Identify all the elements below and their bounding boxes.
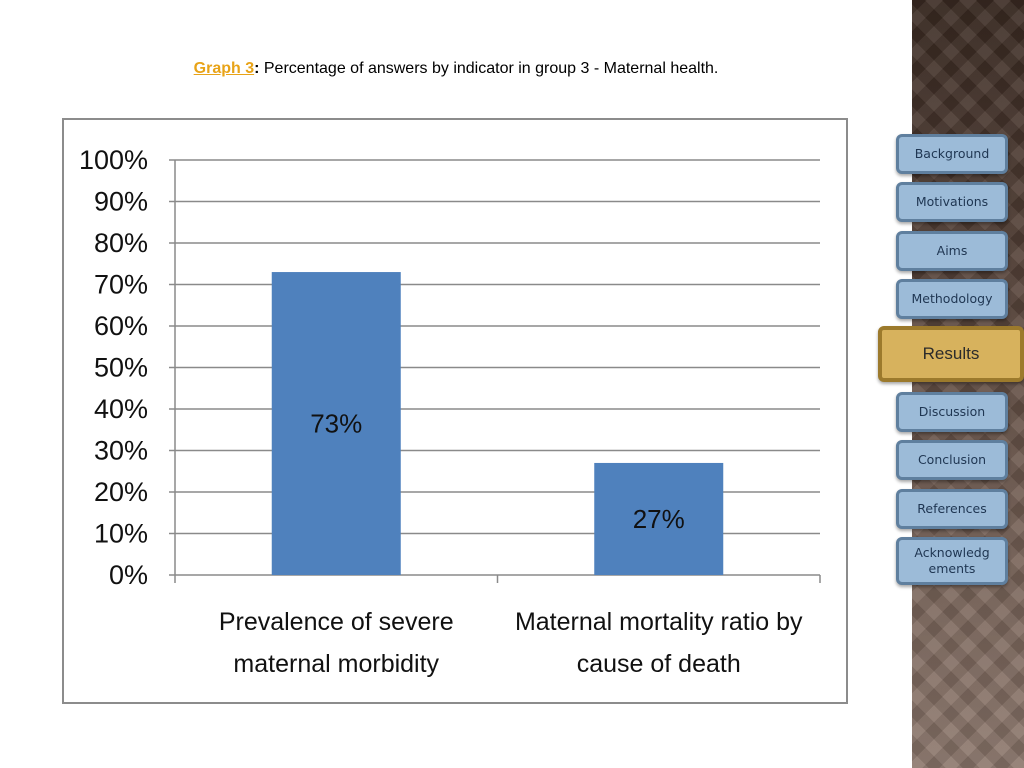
graph-title-colon: : bbox=[254, 60, 260, 77]
bar bbox=[271, 272, 401, 575]
nav-background-button[interactable]: Background bbox=[896, 134, 1008, 174]
graph-title-lead[interactable]: Graph 3 bbox=[193, 60, 255, 77]
data-label: 73% bbox=[310, 409, 362, 439]
y-tick-label: 0% bbox=[109, 560, 148, 590]
y-tick-label: 90% bbox=[94, 187, 148, 217]
y-tick-label: 30% bbox=[94, 436, 148, 466]
bar-chart: 0% 10% 20% 30% 40% 50% 60% 70% 80% 90% 100% 73% Prev… bbox=[79, 145, 821, 678]
bar bbox=[594, 462, 724, 575]
y-tick-label: 10% bbox=[94, 519, 148, 549]
nav-acknowledgements-button[interactable]: Acknowledg ements bbox=[896, 537, 1008, 585]
category-label: maternal morbidity bbox=[233, 650, 439, 678]
nav-results-button[interactable]: Results bbox=[878, 326, 1024, 382]
y-tick-label: 20% bbox=[94, 477, 148, 507]
category-label: cause of death bbox=[577, 650, 741, 678]
y-tick-label: 70% bbox=[94, 270, 148, 300]
y-tick-label: 40% bbox=[94, 394, 148, 424]
y-tick-label: 100% bbox=[79, 145, 148, 175]
nav-references-button[interactable]: References bbox=[896, 489, 1008, 529]
graph-title: Graph 3: Percentage of answers by indica… bbox=[0, 60, 912, 78]
category-label: Maternal mortality ratio by bbox=[515, 608, 803, 636]
y-tick-label: 50% bbox=[94, 353, 148, 383]
nav-methodology-button[interactable]: Methodology bbox=[896, 279, 1008, 319]
nav-motivations-button[interactable]: Motivations bbox=[896, 182, 1008, 222]
data-label: 27% bbox=[633, 504, 685, 534]
sidebar-panel bbox=[912, 0, 1024, 768]
nav-aims-button[interactable]: Aims bbox=[896, 231, 1008, 271]
chart-frame: 0% 10% 20% 30% 40% 50% 60% 70% 80% 90% 100% 73% Prev… bbox=[62, 118, 848, 704]
graph-title-text: Percentage of answers by indicator in gr… bbox=[259, 60, 719, 77]
y-tick-label: 60% bbox=[94, 311, 148, 341]
category-label: Prevalence of severe bbox=[219, 608, 454, 636]
nav-discussion-button[interactable]: Discussion bbox=[896, 392, 1008, 432]
nav-conclusion-button[interactable]: Conclusion bbox=[896, 440, 1008, 480]
y-tick-label: 80% bbox=[94, 228, 148, 258]
